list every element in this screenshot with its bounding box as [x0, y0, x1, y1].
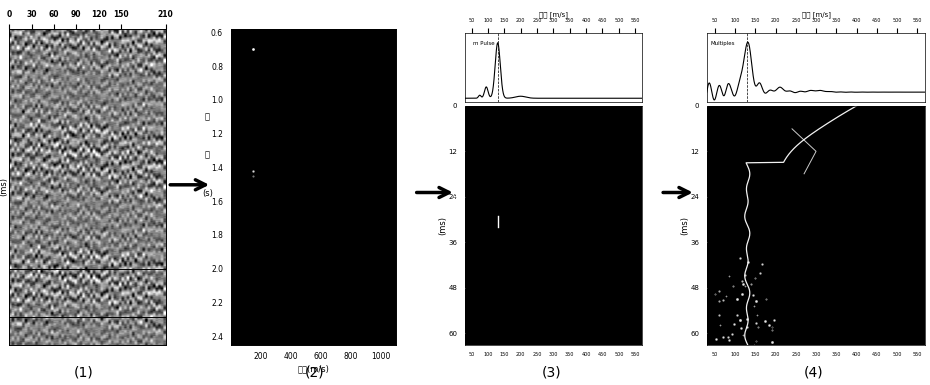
- Y-axis label: (ms): (ms): [438, 216, 447, 235]
- Text: 间: 间: [205, 151, 210, 160]
- X-axis label: 速度 [m/s]: 速度 [m/s]: [538, 12, 568, 18]
- Text: m Pulse: m Pulse: [473, 41, 495, 46]
- X-axis label: 速度 [m/s]: 速度 [m/s]: [802, 12, 830, 18]
- Text: (4): (4): [804, 365, 824, 379]
- Text: (s): (s): [202, 189, 213, 198]
- Text: (1): (1): [73, 365, 94, 379]
- Text: (3): (3): [541, 365, 562, 379]
- Y-axis label: (ms): (ms): [0, 177, 8, 196]
- Text: Multiples: Multiples: [711, 40, 736, 45]
- Text: 时: 时: [205, 113, 210, 122]
- Y-axis label: (ms): (ms): [680, 216, 689, 235]
- X-axis label: 速度(m/s): 速度(m/s): [298, 364, 329, 373]
- Text: (2): (2): [304, 365, 325, 379]
